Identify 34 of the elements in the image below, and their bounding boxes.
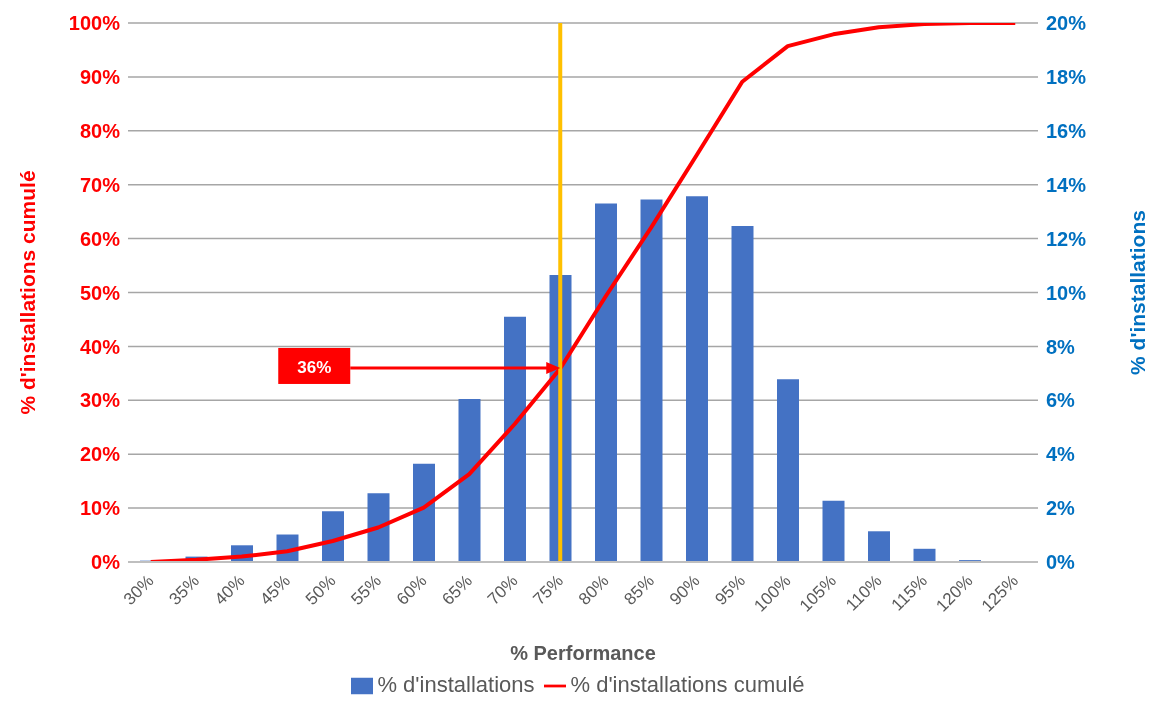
y2-tick-label: 2% [1046,497,1076,520]
y2-tick-label: 20% [1046,12,1087,35]
y2-tick-label: 0% [1046,551,1076,574]
y2-tick-label: 10% [1046,281,1087,304]
y2-tick-label: 8% [1046,335,1076,358]
y2-axis-title: % d'installations [1126,210,1150,375]
y2-tick-label: 18% [1046,66,1087,88]
x-tick-label: 40% [210,571,249,609]
y-tick-label: 40% [79,335,121,358]
x-tick-label: 70% [483,571,522,609]
y-tick-label: 0% [91,551,121,574]
y-tick-label: 30% [79,389,121,412]
x-tick-label: 75% [529,571,567,609]
y-axis-title: % d'installations cumulé [16,170,40,415]
y-tick-label: 80% [79,119,121,142]
y-tick-label: 50% [79,281,121,304]
y2-tick-label: 14% [1046,173,1087,196]
x-tick-label: 60% [392,571,431,609]
y-tick-label: 70% [79,173,121,196]
legend-label: % d'installations cumulé [570,672,805,697]
y2-tick-label: 4% [1046,443,1076,466]
y2-tick-label: 16% [1046,119,1087,142]
y-tick-label: 100% [68,12,121,35]
y-tick-label: 20% [79,443,121,466]
x-tick-label: 65% [438,571,476,609]
legend-label: % d'installations [377,672,535,697]
y2-tick-label: 6% [1046,389,1076,412]
x-axis-title: % Performance [510,642,656,664]
annotation: 36% [297,358,332,378]
y-tick-label: 10% [79,497,121,520]
y2-tick-label: 12% [1046,227,1087,250]
y-tick-label: 90% [79,66,121,88]
y-tick-label: 60% [79,227,121,250]
x-tick-label: 45% [256,571,294,609]
